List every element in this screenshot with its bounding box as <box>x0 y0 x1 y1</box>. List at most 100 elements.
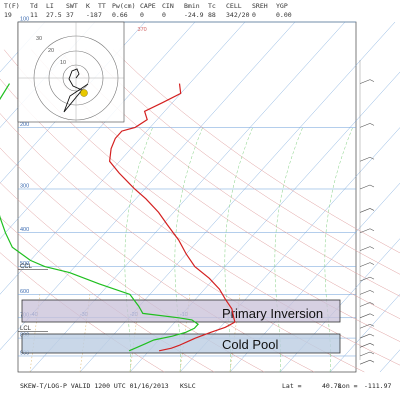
series-layer <box>0 83 236 352</box>
wind-barb-flag <box>369 276 375 280</box>
mixing-ratio-line <box>179 294 191 373</box>
header-value: -18 <box>86 11 98 19</box>
isotherm-line <box>0 21 246 295</box>
wind-barb-flag <box>369 184 375 188</box>
mixing-ratio-line <box>229 294 241 373</box>
mixing-ratio-line <box>29 294 41 373</box>
header-label: LI <box>46 2 54 10</box>
wind-barb <box>359 333 371 339</box>
header-value: 0 <box>252 11 256 19</box>
header-label: Bmin <box>184 2 200 10</box>
header-value: -24.9 <box>184 11 204 19</box>
footer-lat-label: Lat = <box>282 382 302 390</box>
header-label: Tc <box>208 2 216 10</box>
header-value: 0 <box>162 11 166 19</box>
wind-barb <box>359 343 371 348</box>
header-table: T(F) Td LI SWT K TT Pw(cm) CAPE CIN Bmin Tc CELL SRE… <box>4 2 292 19</box>
wind-barb <box>359 359 371 365</box>
temperature-trace <box>108 83 236 352</box>
header-label: Pw(cm) <box>112 2 135 10</box>
level-marker-label: CCL <box>20 264 33 270</box>
wind-barb-flag <box>369 79 375 82</box>
dry-adiabat <box>3 49 400 342</box>
header-label: SWT <box>66 2 78 10</box>
wind-barb-flag <box>369 351 375 355</box>
wind-barb <box>359 351 371 357</box>
pressure-tick-label: 500 <box>20 261 29 267</box>
hodograph-ring-label-30: 30 <box>36 36 42 42</box>
inversion-label: Primary Inversion <box>222 306 323 321</box>
header-value: 0 <box>140 11 144 19</box>
header-label: YGP <box>276 2 288 10</box>
header-value: 88 <box>208 11 216 19</box>
wind-barb-flag <box>369 343 375 346</box>
inversion-band: Primary Inversion <box>21 299 341 323</box>
wind-barb <box>359 184 371 190</box>
wind-barb-flag <box>369 313 375 317</box>
header-value: 0.00 <box>276 11 292 19</box>
wind-barb <box>359 79 371 84</box>
header-label: CAPE <box>140 2 156 10</box>
hodograph-trace <box>63 68 89 113</box>
mixing-ratio-line <box>79 294 91 373</box>
cold-pool-band: Cold Pool <box>21 333 341 354</box>
hodograph-inset: 10 20 30 <box>17 21 125 123</box>
wind-barb-column <box>359 60 375 365</box>
wind-barb-flag <box>369 324 375 327</box>
footer: SKEW-T/LOG-P VALID 1200 UTC 01/16/2013 K… <box>20 382 391 390</box>
wind-barb <box>359 123 371 128</box>
wind-barb <box>359 313 371 319</box>
wind-barb <box>359 262 371 267</box>
hodograph-ring-label-20: 20 <box>48 48 54 54</box>
hodograph-frame <box>17 21 125 123</box>
dry-adiabat <box>58 49 400 297</box>
wind-barb-flag <box>369 262 375 265</box>
isotherm-line <box>329 293 400 373</box>
cold-pool-label: Cold Pool <box>222 337 278 352</box>
header-value: 0.66 <box>112 11 128 19</box>
wind-barb-flag <box>369 246 375 249</box>
dewpoint-trace <box>0 83 200 352</box>
dry-adiabat <box>112 49 400 254</box>
inversion-band-rect <box>21 299 341 323</box>
pressure-tick-label: 100 <box>20 17 29 23</box>
pressure-tick-label: 400 <box>20 227 29 233</box>
wind-barb-flag <box>369 228 375 231</box>
wind-barb-flag <box>369 290 375 293</box>
wind-barb-flag <box>369 302 375 305</box>
isotherm-line <box>0 21 196 239</box>
wind-barb <box>359 290 371 295</box>
isotherm-line <box>379 349 400 373</box>
header-label: Td <box>30 2 38 10</box>
header-value: 342/20 <box>226 11 250 19</box>
header-value: 19 <box>4 11 12 19</box>
hodograph-ring-label-10: 10 <box>60 60 66 66</box>
header-values: 19 11 27.5 37 -18 7 0.66 0 0 -24.9 88 342/20 0 0.00 <box>4 11 292 19</box>
header-value: 37 <box>66 11 74 19</box>
wind-barb <box>359 208 371 213</box>
dry-adiabat <box>31 49 400 319</box>
wind-barb-flag <box>369 359 375 363</box>
wind-barb <box>359 157 371 162</box>
footer-lon-value: -111.97 <box>364 382 391 390</box>
pressure-tick-label: 600 <box>20 289 29 295</box>
dry-adiabat <box>0 78 400 366</box>
wind-barb-flag <box>369 123 375 126</box>
footer-lat-value: 40.78 <box>322 382 342 390</box>
wind-barb-flag <box>369 333 375 337</box>
wind-barb <box>359 302 371 307</box>
level-marker-label: LCL <box>20 326 32 332</box>
footer-station: KSLC <box>180 382 196 390</box>
wind-barb <box>359 323 371 329</box>
mixing-ratio-line <box>129 294 141 373</box>
header-label: T(F) <box>4 2 20 10</box>
header-value: 7 <box>98 11 102 19</box>
wind-barb-flag <box>369 208 375 211</box>
header-label: K <box>86 2 90 10</box>
footer-lon-label: Lon = <box>338 382 358 390</box>
header-label: CIN <box>162 2 174 10</box>
header-label: TT <box>98 2 106 10</box>
cold-pool-band-rect <box>21 333 341 354</box>
footer-title: SKEW-T/LOG-P VALID 1200 UTC 01/16/2013 <box>20 382 169 390</box>
